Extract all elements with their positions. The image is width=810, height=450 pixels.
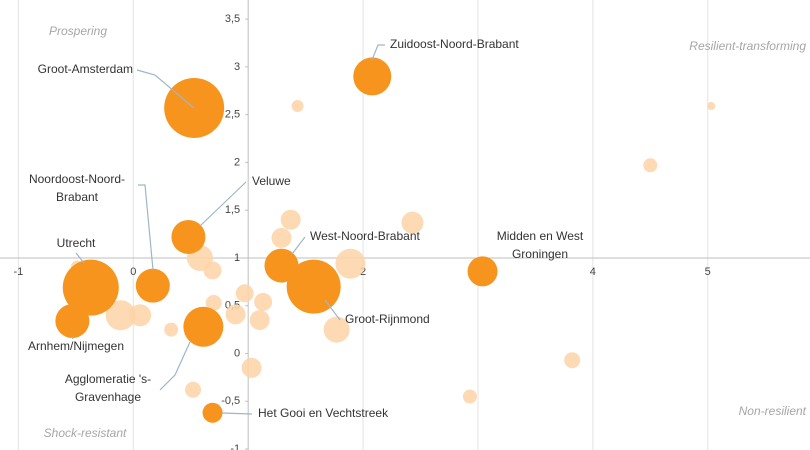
bubble (55, 304, 90, 339)
bubble (185, 381, 202, 398)
bubble (249, 310, 270, 331)
leader-line (221, 412, 253, 415)
y-tick-label: 2 (234, 156, 240, 168)
point-label: Utrecht (57, 236, 96, 250)
bubble (564, 352, 581, 369)
bubble (164, 77, 225, 138)
y-tick-label: 1,5 (225, 204, 240, 216)
bubble (105, 300, 136, 331)
bubble (286, 259, 341, 314)
bubble (467, 256, 498, 287)
bubble (707, 102, 716, 111)
point-label: Noordoost-Noord- (29, 172, 125, 186)
x-tick-label: 4 (590, 266, 596, 278)
point-label: Arnhem/Nijmegen (28, 339, 124, 353)
bubble (225, 304, 246, 325)
leader-line (199, 181, 247, 227)
leader-line (136, 69, 195, 109)
point-label: Het Gooi en Vechtstreek (258, 406, 389, 420)
bubble (164, 322, 179, 337)
bubble (462, 389, 477, 404)
bubble (291, 100, 304, 113)
bubble (401, 211, 424, 234)
y-tick-label: 1 (234, 252, 240, 264)
quadrant-label: Shock-resistant (44, 426, 127, 440)
x-tick-label: 0 (130, 266, 136, 278)
point-label: Groot-Rijnmond (345, 312, 430, 326)
y-tick-label: 3,5 (225, 13, 240, 25)
y-tick-label: -0,5 (221, 395, 240, 407)
leader-line (71, 336, 74, 340)
labels: Groot-Amsterdam Zuidoost-Noord-Brabant Vel… (28, 37, 584, 420)
x-tick-label: 2 (360, 266, 366, 278)
bubble (271, 227, 292, 248)
bubble (254, 292, 273, 311)
bubble (335, 248, 366, 279)
bubble (135, 268, 170, 303)
bubble (280, 209, 301, 230)
bubble (129, 304, 152, 327)
x-tick-label: -1 (13, 266, 23, 278)
bubble (205, 294, 222, 311)
point-label: Gravenhage (75, 390, 141, 404)
point-label: Zuidoost-Noord-Brabant (390, 37, 519, 51)
bubble (235, 284, 254, 303)
leader-line (291, 236, 306, 255)
leader-line (138, 184, 154, 271)
bubble (171, 219, 206, 254)
leader-line (159, 341, 191, 391)
leader-line (75, 252, 85, 264)
leader-line (324, 299, 341, 321)
bubble (643, 158, 658, 173)
point-label: Groningen (512, 247, 568, 261)
y-tick-label: 0 (234, 347, 240, 359)
bubble (202, 402, 223, 423)
bubble (203, 261, 222, 280)
point-label: Veluwe (252, 174, 291, 188)
marks (55, 57, 716, 423)
leader-line (371, 44, 385, 61)
bubble (323, 316, 350, 343)
point-label: Agglomeratie 's- (65, 372, 151, 386)
quadrant-label: Resilient-transforming (689, 39, 806, 53)
point-label: West-Noord-Brabant (310, 229, 420, 243)
point-label: Brabant (56, 190, 99, 204)
point-label: Groot-Amsterdam (38, 62, 133, 76)
bubble (183, 306, 224, 347)
y-tick-label: 2,5 (225, 109, 240, 121)
quadrant-label: Prospering (49, 24, 107, 38)
bubble (241, 357, 262, 378)
y-tick-label: -1 (230, 443, 240, 450)
x-tick-label: 5 (705, 266, 711, 278)
bubble (62, 259, 119, 316)
y-tick-label: 3 (234, 61, 240, 73)
point-label: Midden en West (497, 229, 584, 243)
quadrant-label: Non-resilient (739, 404, 807, 418)
bubble (353, 57, 392, 96)
